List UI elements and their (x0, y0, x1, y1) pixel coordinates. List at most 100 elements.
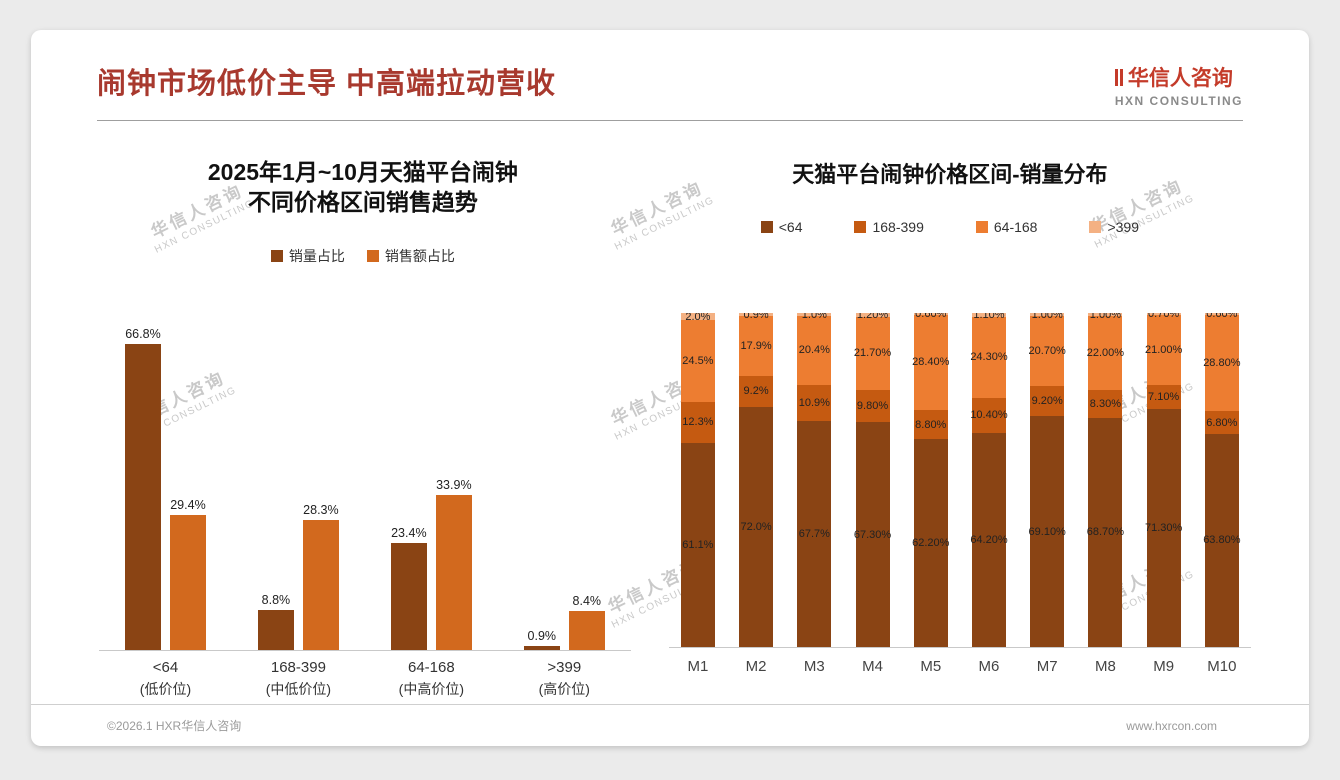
bar (124, 344, 161, 650)
legend-item: <64 (760, 219, 802, 235)
category-label: 64-168 (中高价位) (398, 658, 464, 697)
bar (169, 515, 206, 650)
slide: 华信人咨询 HXN CONSULTING 华信人咨询 HXN CONSULTING 华信… (31, 30, 1309, 746)
stacked-bar-chart: 天猫平台闹钟价格区间-销量分布 <64 168-399 64-168 >399 61.… (639, 121, 1261, 699)
bar-group: 8.8% 28.3% (232, 331, 365, 650)
header: 闹钟市场低价主导 中高端拉动营收 华信人咨询 HXN CONSULTING (31, 30, 1309, 108)
category-label: >399 (高价位) (538, 658, 590, 697)
bar-segment: 9.80% (855, 389, 890, 423)
segment-value-label: 1.0% (801, 313, 827, 321)
segment-value-label: 20.70% (1028, 344, 1066, 357)
bar (523, 645, 560, 650)
stacked-bar-slot: 61.1% 12.3% 24.5% 2.0% (669, 313, 727, 647)
month-label: M2 (745, 658, 767, 675)
bar-segment: 10.40% (970, 397, 1008, 433)
month-label: M1 (687, 658, 709, 675)
bar-segment: 67.7% (797, 420, 832, 647)
stacked-bar: 62.20% 8.80% 28.40% 0.60% (912, 313, 950, 647)
segment-value-label: 28.40% (912, 356, 950, 369)
footer-copyright: ©2026.1 HXR华信人咨询 (107, 719, 242, 733)
legend-swatch-icon (854, 221, 867, 233)
segment-value-label: 67.7% (798, 527, 830, 540)
stacked-bar-slot: 69.10% 9.20% 20.70% 1.00% (1018, 313, 1076, 647)
legend-item: >399 (1089, 219, 1139, 235)
segment-value-label: 61.1% (682, 538, 714, 551)
bar-segment: 21.00% (1145, 315, 1182, 386)
bar-value-label: 33.9% (436, 477, 472, 492)
stacked-bar: 64.20% 10.40% 24.30% 1.10% (970, 313, 1008, 647)
bar-segment: 71.30% (1144, 409, 1183, 647)
bar-segment: 7.10% (1146, 385, 1181, 410)
legend-label: 168-399 (872, 219, 924, 235)
bar-segment: 28.80% (1203, 315, 1241, 412)
bar-column: 8.4% (568, 594, 605, 650)
bar-segment: 72.0% (739, 406, 774, 647)
segment-value-label: 9.20% (1031, 394, 1063, 407)
bar-segment: 62.20% (912, 439, 949, 647)
right-chart-category-axis: M1 M2 M3 M4 M5 M6 M7 M8 M9 M10 (669, 658, 1251, 675)
segment-value-label: 68.70% (1086, 526, 1125, 539)
stacked-bar: 67.7% 10.9% 20.4% 1.0% (797, 313, 832, 647)
segment-value-label: 0.9% (743, 313, 769, 321)
legend-label: 销售额占比 (384, 247, 455, 264)
bar (257, 609, 294, 650)
bar-segment: 69.10% (1029, 416, 1066, 647)
legend-label: 销量占比 (288, 247, 345, 264)
segment-value-label: 1.10% (973, 313, 1005, 321)
legend-swatch-icon (270, 249, 283, 262)
legend-label: 64-168 (993, 219, 1038, 235)
stacked-bar-slot: 71.30% 7.10% 21.00% 0.70% (1135, 313, 1193, 647)
legend-swatch-icon (975, 221, 988, 233)
bar-column: 23.4% (390, 526, 427, 650)
segment-value-label: 6.80% (1206, 416, 1238, 429)
bar-segment: 10.9% (797, 384, 832, 421)
segment-value-label: 0.60% (915, 313, 947, 321)
month-label: M4 (862, 658, 883, 675)
segment-value-label: 71.30% (1144, 522, 1183, 535)
stacked-bar: 63.80% 6.80% 28.80% 0.60% (1203, 313, 1241, 647)
segment-value-label: 64.20% (970, 533, 1008, 546)
stacked-bar-slot: 64.20% 10.40% 24.30% 1.10% (960, 313, 1018, 647)
month-label: M8 (1094, 658, 1116, 675)
bar-segment: 9.20% (1030, 385, 1065, 417)
stacked-bar: 69.10% 9.20% 20.70% 1.00% (1028, 313, 1066, 647)
segment-value-label: 12.3% (682, 416, 714, 429)
stacked-bar-slot: 68.70% 8.30% 22.00% 1.00% (1076, 313, 1134, 647)
legend-item: 168-399 (854, 219, 924, 235)
segment-value-label: 22.00% (1086, 347, 1125, 360)
bar-segment: 0.9% (739, 313, 774, 321)
segment-value-label: 20.4% (798, 344, 830, 357)
stacked-bar: 68.70% 8.30% 22.00% 1.00% (1086, 313, 1125, 647)
segment-value-label: 9.2% (743, 385, 769, 398)
legend-swatch-icon (1089, 221, 1102, 233)
charts-area: 2025年1月~10月天猫平台闹钟 不同价格区间销售趋势 销量占比 销售额占比 6… (31, 121, 1309, 699)
bar-column: 66.8% (124, 327, 161, 650)
logo-subtitle: HXN CONSULTING (1114, 94, 1243, 108)
bar-segment: 1.00% (1030, 313, 1065, 321)
segment-value-label: 63.80% (1203, 534, 1241, 547)
bar-segment: 63.80% (1203, 433, 1241, 647)
segment-value-label: 24.30% (970, 351, 1008, 364)
segment-value-label: 24.5% (682, 354, 714, 367)
bar-segment: 1.0% (797, 313, 832, 321)
segment-value-label: 72.0% (740, 520, 772, 533)
grouped-bar-chart: 2025年1月~10月天猫平台闹钟 不同价格区间销售趋势 销量占比 销售额占比 6… (87, 121, 639, 699)
logo-name: 华信人咨询 (1127, 67, 1233, 90)
bar (302, 520, 339, 650)
bar-segment: 0.60% (1204, 313, 1239, 320)
stacked-bar: 61.1% 12.3% 24.5% 2.0% (680, 313, 715, 647)
bar-segment: 0.60% (913, 313, 948, 320)
bar-value-label: 66.8% (125, 327, 161, 342)
bar-segment: 21.70% (854, 317, 891, 390)
segment-value-label: 1.00% (1031, 313, 1063, 321)
bar-segment: 67.30% (854, 422, 891, 647)
bar-column: 33.9% (435, 477, 472, 650)
bar-column: 8.8% (257, 592, 294, 650)
bar-column: 0.9% (523, 629, 560, 650)
stacked-bar: 71.30% 7.10% 21.00% 0.70% (1144, 313, 1183, 647)
bar-value-label: 8.8% (261, 592, 291, 607)
bar-column: 28.3% (302, 503, 339, 650)
legend-label: >399 (1107, 219, 1140, 235)
bar-segment: 22.00% (1086, 316, 1125, 390)
bar-segment: 1.20% (855, 313, 890, 321)
